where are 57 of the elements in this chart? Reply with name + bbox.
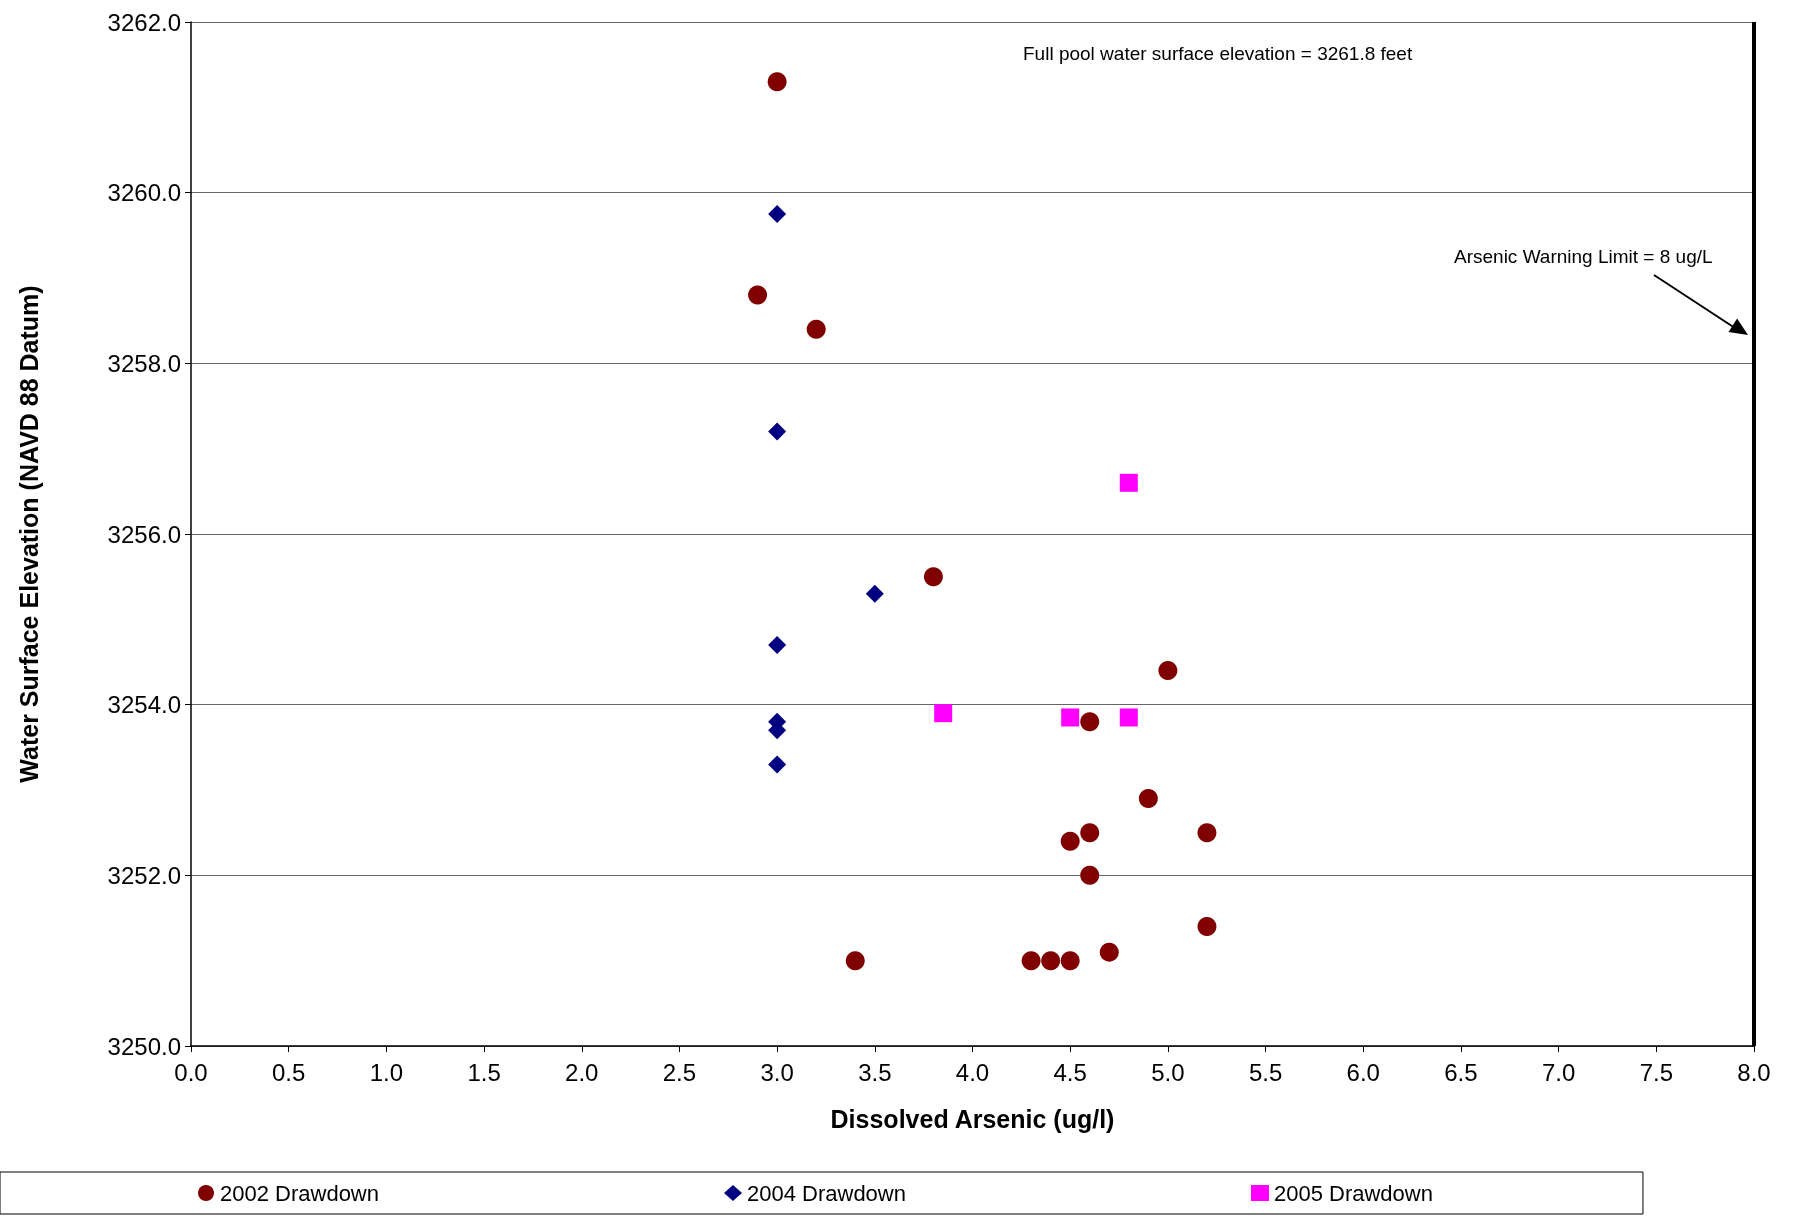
- point: [768, 755, 787, 774]
- x-tick-label: 7.5: [1639, 1058, 1673, 1086]
- y-tick-label: 3262.0: [107, 8, 181, 36]
- x-tick-label: 4.0: [955, 1058, 990, 1086]
- point: [768, 205, 787, 223]
- point: [1158, 661, 1178, 681]
- point: [1099, 942, 1119, 962]
- point: [865, 584, 884, 603]
- annotation: Full pool water surface elevation = 3261.8 feet: [1023, 43, 1413, 64]
- x-tick-label: 1.5: [467, 1058, 501, 1086]
- x-tick-label: 0.5: [272, 1058, 306, 1086]
- point: [1080, 823, 1100, 843]
- point: [845, 951, 865, 971]
- point: [748, 285, 768, 305]
- point: [1060, 831, 1080, 851]
- point: [1060, 951, 1080, 971]
- x-tick-label: 6.0: [1346, 1058, 1380, 1086]
- x-tick-label: 8.0: [1737, 1058, 1771, 1086]
- x-tick-label: 3.0: [760, 1058, 794, 1086]
- x-tick-label: 5.0: [1151, 1058, 1185, 1086]
- point: [934, 704, 953, 723]
- y-axis-title: Water Surface Elevation (NAVD 88 Datum): [14, 285, 43, 783]
- x-tick-label: 7.0: [1541, 1058, 1576, 1086]
- point: [767, 72, 787, 92]
- point: [1041, 951, 1061, 971]
- y-tick-label: 3250.0: [107, 1032, 181, 1060]
- ref-line-label: Arsenic Warning Limit = 8 ug/L: [1454, 246, 1713, 267]
- x-axis-title: Dissolved Arsenic (ug/l): [830, 1104, 1115, 1133]
- x-tick-label: 0.0: [174, 1058, 208, 1086]
- point: [1119, 708, 1138, 727]
- x-tick-label: 5.5: [1248, 1058, 1283, 1086]
- legend-label: 2004 Drawdown: [746, 1180, 906, 1206]
- point: [1061, 708, 1080, 727]
- point: [1080, 712, 1100, 732]
- point: [1080, 865, 1100, 885]
- y-tick-label: 3254.0: [107, 691, 181, 719]
- legend-label: 2005 Drawdown: [1273, 1180, 1433, 1206]
- y-tick-label: 3252.0: [107, 861, 181, 889]
- y-tick-label: 3256.0: [107, 520, 181, 548]
- point: [1197, 917, 1217, 937]
- y-tick-label: 3260.0: [107, 179, 181, 207]
- point: [923, 567, 943, 587]
- x-tick-label: 3.5: [858, 1058, 892, 1086]
- point: [1119, 473, 1138, 492]
- x-tick-label: 2.5: [662, 1058, 697, 1086]
- legend-label: 2002 Drawdown: [220, 1180, 379, 1206]
- point: [768, 422, 787, 441]
- y-tick-label: 3258.0: [107, 349, 181, 377]
- point: [768, 635, 787, 654]
- point: [1021, 951, 1041, 971]
- x-tick-label: 2.0: [565, 1058, 599, 1086]
- point: [806, 319, 826, 339]
- point: [1138, 789, 1158, 809]
- x-tick-label: 4.5: [1053, 1058, 1087, 1086]
- x-tick-label: 1.0: [369, 1058, 404, 1086]
- x-tick-label: 6.5: [1444, 1058, 1478, 1086]
- point: [1197, 823, 1217, 843]
